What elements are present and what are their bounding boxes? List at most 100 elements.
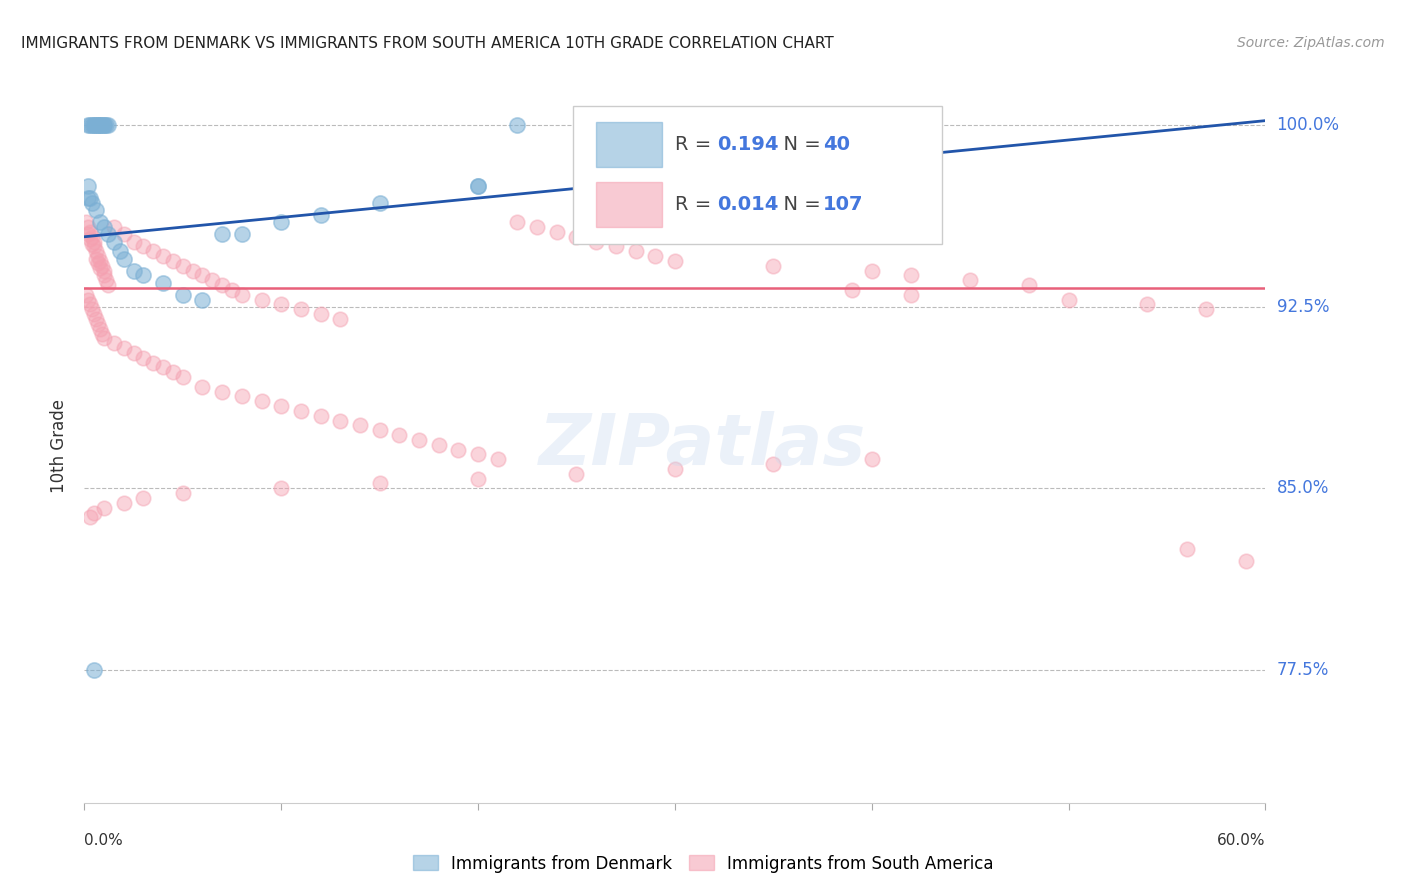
Point — [309, 208, 332, 222]
Point — [103, 336, 125, 351]
Point — [467, 472, 489, 486]
Point — [270, 215, 292, 229]
Point — [388, 428, 411, 442]
Point — [91, 326, 114, 341]
Point — [290, 302, 312, 317]
Point — [860, 263, 883, 277]
Text: 0.014: 0.014 — [717, 195, 779, 214]
Text: 60.0%: 60.0% — [1218, 833, 1265, 848]
Point — [83, 235, 105, 249]
Point — [87, 317, 110, 331]
Point — [82, 229, 104, 244]
Point — [93, 268, 115, 283]
Point — [77, 178, 100, 193]
Point — [77, 227, 100, 242]
Point — [270, 399, 292, 413]
Point — [75, 288, 97, 302]
Point — [82, 237, 104, 252]
Point — [94, 273, 117, 287]
Point — [644, 249, 666, 263]
Point — [93, 220, 115, 235]
Point — [132, 239, 155, 253]
Point — [585, 235, 607, 249]
Text: 85.0%: 85.0% — [1277, 479, 1329, 498]
Point — [506, 215, 529, 229]
Point — [93, 263, 115, 277]
Point — [841, 283, 863, 297]
Point — [250, 293, 273, 307]
Point — [83, 119, 105, 133]
Point — [84, 203, 107, 218]
Text: R =: R = — [675, 135, 717, 153]
Point — [75, 215, 97, 229]
Point — [77, 220, 100, 235]
Point — [122, 235, 145, 249]
Point — [152, 360, 174, 375]
Point — [368, 423, 391, 437]
Point — [309, 307, 332, 321]
Point — [172, 288, 194, 302]
Point — [447, 442, 470, 457]
Point — [142, 244, 165, 259]
Point — [467, 447, 489, 461]
Point — [172, 370, 194, 384]
Point — [82, 195, 104, 210]
Point — [94, 119, 117, 133]
Point — [103, 235, 125, 249]
Point — [79, 191, 101, 205]
Point — [290, 404, 312, 418]
Point — [97, 119, 120, 133]
Point — [467, 178, 489, 193]
Point — [900, 268, 922, 283]
Point — [84, 119, 107, 133]
Text: IMMIGRANTS FROM DENMARK VS IMMIGRANTS FROM SOUTH AMERICA 10TH GRADE CORRELATION : IMMIGRANTS FROM DENMARK VS IMMIGRANTS FR… — [21, 36, 834, 51]
Point — [83, 506, 105, 520]
Point — [87, 256, 110, 270]
Point — [270, 481, 292, 495]
Point — [762, 457, 785, 471]
Point — [201, 273, 224, 287]
Point — [112, 252, 135, 266]
Point — [664, 254, 686, 268]
Point — [1057, 293, 1080, 307]
Point — [87, 119, 110, 133]
Point — [1018, 278, 1040, 293]
Point — [231, 227, 253, 242]
Text: R =: R = — [675, 195, 717, 214]
Point — [211, 278, 233, 293]
Point — [91, 259, 114, 273]
Point — [1136, 297, 1159, 311]
Point — [329, 312, 352, 326]
Point — [162, 254, 184, 268]
Text: 0.194: 0.194 — [717, 135, 779, 153]
Point — [89, 215, 111, 229]
Point — [309, 409, 332, 423]
Point — [89, 119, 111, 133]
Point — [89, 261, 111, 276]
Point — [112, 341, 135, 355]
Point — [83, 119, 105, 133]
Text: 0.0%: 0.0% — [84, 833, 124, 848]
Point — [132, 351, 155, 365]
Point — [408, 433, 430, 447]
Point — [97, 278, 120, 293]
Point — [181, 263, 204, 277]
Point — [762, 259, 785, 273]
Point — [83, 239, 105, 253]
Text: 77.5%: 77.5% — [1277, 661, 1329, 679]
Point — [191, 268, 214, 283]
Text: N =: N = — [770, 135, 827, 153]
Point — [959, 273, 981, 287]
Text: 40: 40 — [823, 135, 849, 153]
Point — [349, 418, 371, 433]
Point — [89, 321, 111, 335]
Point — [486, 452, 509, 467]
Point — [221, 283, 243, 297]
Point — [605, 239, 627, 253]
Point — [664, 462, 686, 476]
Point — [427, 438, 450, 452]
Point — [93, 119, 115, 133]
Point — [93, 500, 115, 515]
Point — [526, 220, 548, 235]
Point — [132, 268, 155, 283]
